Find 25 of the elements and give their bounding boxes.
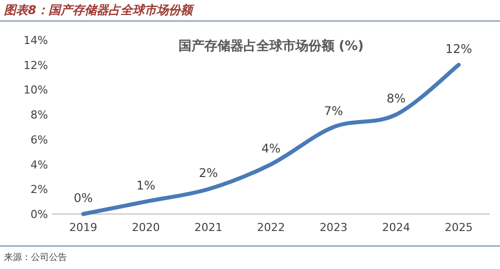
x-tick-label: 2021 <box>194 221 222 234</box>
data-label: 12% <box>445 42 472 56</box>
x-tick-label: 2019 <box>69 221 98 234</box>
x-tick-label: 2023 <box>320 221 348 234</box>
data-label: 2% <box>198 166 218 180</box>
y-tick-label: 14% <box>24 34 48 47</box>
y-tick-label: 0% <box>30 208 48 221</box>
data-label: 7% <box>324 104 344 118</box>
source-note: 来源：公司公告 <box>4 252 67 263</box>
y-tick-label: 10% <box>24 84 48 97</box>
chart-title: 图表8：国产存储器占全球市场份额 <box>4 3 194 17</box>
data-label: 1% <box>136 178 156 193</box>
x-tick-label: 2020 <box>132 221 160 234</box>
y-tick-label: 4% <box>30 158 48 172</box>
y-tick-label: 2% <box>30 183 48 196</box>
data-label: 8% <box>386 92 406 106</box>
data-label: 4% <box>261 141 281 156</box>
data-label: 0% <box>74 191 93 205</box>
y-tick-label: 8% <box>30 108 48 122</box>
x-tick-label: 2025 <box>444 221 473 234</box>
x-tick-label: 2022 <box>257 221 285 234</box>
y-tick-label: 12% <box>24 58 48 72</box>
x-tick-label: 2024 <box>382 221 410 234</box>
chart-subtitle: 国产存储器占全球市场份额 (%) <box>178 38 364 54</box>
y-tick-label: 6% <box>30 133 48 146</box>
